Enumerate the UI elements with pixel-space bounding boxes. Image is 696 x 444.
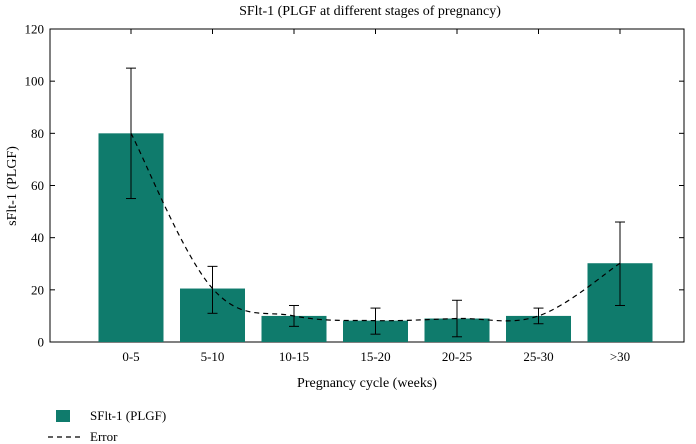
x-axis: 0-5 5-10 10-15 15-20 20-25 25-30 >30: [122, 29, 630, 364]
error-bars: [126, 67, 625, 338]
x-axis-title: Pregnancy cycle (weeks): [297, 376, 437, 391]
y-tick-label-6: 120: [25, 22, 45, 37]
y-tick-label-4: 80: [31, 126, 44, 141]
x-tick-label-2: 10-15: [279, 349, 309, 364]
y-tick-label-1: 20: [31, 282, 44, 297]
x-tick-label-6: >30: [610, 349, 630, 364]
y-axis: 0 20 40 60 80 100 120: [25, 22, 684, 350]
chart-title: SFlt-1 (PLGF at different stages of preg…: [239, 4, 501, 19]
x-tick-label-5: 25-30: [523, 349, 553, 364]
legend-label-bar: SFlt-1 (PLGF): [90, 408, 166, 423]
y-tick-label-2: 40: [31, 230, 44, 245]
legend-bar-swatch: [56, 410, 70, 422]
x-tick-label-1: 5-10: [201, 349, 225, 364]
x-tick-label-0: 0-5: [122, 349, 139, 364]
x-tick-label-4: 20-25: [442, 349, 472, 364]
legend-label-line: Error: [90, 429, 118, 444]
legend: SFlt-1 (PLGF) Error: [48, 408, 166, 444]
x-tick-label-3: 15-20: [360, 349, 390, 364]
y-tick-label-5: 100: [25, 74, 45, 89]
y-tick-label-0: 0: [38, 335, 45, 350]
y-axis-title: sFlt-1 (PLGF): [5, 146, 20, 226]
y-tick-label-3: 60: [31, 178, 44, 193]
